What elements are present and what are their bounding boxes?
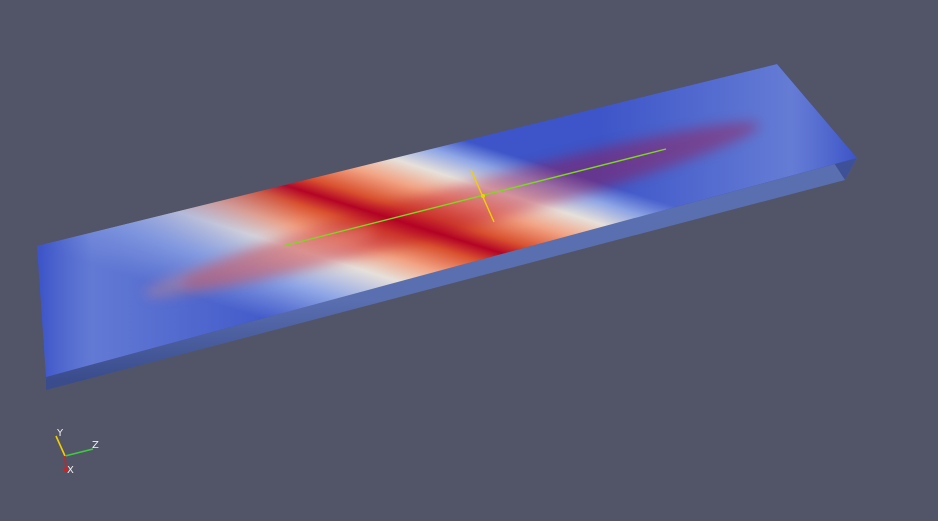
y-axis-label: Y: [56, 428, 64, 439]
orientation-axes: Y Z X: [55, 428, 99, 476]
x-axis-label: X: [67, 465, 74, 476]
line-widget[interactable]: [282, 148, 667, 247]
cross-widget-center[interactable]: [481, 194, 485, 198]
z-axis-line: [64, 448, 94, 457]
slab-top-surface[interactable]: [37, 64, 857, 377]
slab-front-face: [46, 158, 857, 390]
x-axis-line: [64, 455, 67, 470]
x-axis-tip: [63, 467, 69, 473]
y-axis-line: [55, 435, 66, 457]
z-axis-label: Z: [92, 440, 99, 451]
